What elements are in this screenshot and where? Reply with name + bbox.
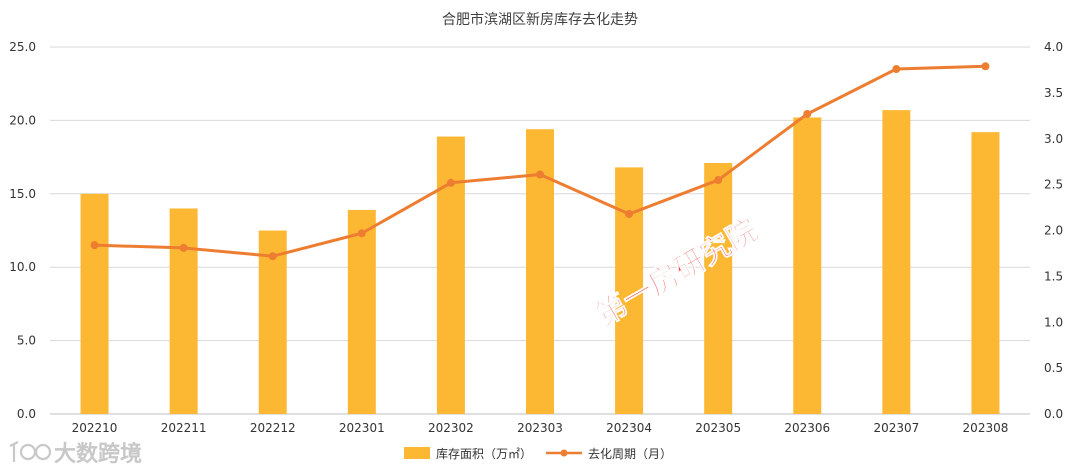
x-tick-label: 202302 <box>428 421 474 435</box>
legend-line-label: 去化周期（月） <box>588 447 672 461</box>
bar <box>347 209 376 414</box>
line-point <box>446 178 455 187</box>
bar <box>258 230 287 414</box>
x-tick-label: 202307 <box>873 421 919 435</box>
x-tick-label: 202212 <box>250 421 296 435</box>
bar <box>793 117 822 415</box>
line-point <box>981 62 990 71</box>
line-series <box>90 62 990 261</box>
line-point <box>268 252 277 261</box>
brand-logo: 大数跨境 <box>9 441 142 467</box>
bar <box>436 136 465 414</box>
line-point <box>625 209 634 218</box>
bar <box>169 208 198 414</box>
legend: 库存面积（万㎡） 去化周期（月） <box>404 446 672 461</box>
chart-title: 合肥市滨湖区新房库存去化走势 <box>442 11 638 28</box>
x-tick-label: 202305 <box>695 421 741 435</box>
line-point <box>179 243 188 252</box>
bar <box>704 162 733 414</box>
left-tick-label: 15.0 <box>9 187 36 201</box>
line-point <box>714 176 723 185</box>
legend-bar-label: 库存面积（万㎡） <box>436 446 532 461</box>
left-tick-label: 5.0 <box>17 334 36 348</box>
right-tick-label: 2.0 <box>1044 224 1063 238</box>
brand-logo-text: 大数跨境 <box>54 441 142 467</box>
line-point <box>536 170 544 179</box>
x-tick-label: 202308 <box>963 421 1009 435</box>
line-point <box>803 109 812 118</box>
right-tick-label: 2.5 <box>1044 178 1063 192</box>
left-tick-label: 20.0 <box>9 113 36 127</box>
left-tick-label: 25.0 <box>9 40 36 54</box>
right-tick-label: 0.0 <box>1044 407 1063 421</box>
x-tick-label: 202301 <box>339 421 385 435</box>
legend-line-marker <box>560 449 568 457</box>
line-point <box>357 229 366 238</box>
line-point <box>892 65 901 74</box>
bar <box>80 193 109 414</box>
x-axis: 202210 202211 202212 202301 202302 202303 2023… <box>72 421 1009 435</box>
left-tick-label: 10.0 <box>9 260 36 274</box>
right-axis: 0.0 0.5 1.0 1.5 2.0 2.5 3.0 3.5 4.0 <box>1044 40 1063 421</box>
right-tick-label: 1.5 <box>1044 269 1063 283</box>
right-tick-label: 3.5 <box>1044 86 1063 100</box>
bar <box>971 132 1000 415</box>
bar <box>882 110 911 415</box>
x-tick-label: 202210 <box>72 421 118 435</box>
x-tick-label: 202303 <box>517 421 563 435</box>
right-tick-label: 4.0 <box>1044 40 1063 54</box>
x-tick-label: 202306 <box>784 421 830 435</box>
left-axis: 0.0 5.0 10.0 15.0 20.0 25.0 <box>9 40 36 421</box>
left-tick-label: 0.0 <box>17 407 36 421</box>
bar-series <box>80 110 1000 415</box>
x-tick-label: 202211 <box>161 421 207 435</box>
legend-bar-swatch <box>404 447 430 459</box>
right-tick-label: 0.5 <box>1044 361 1063 375</box>
line-point <box>90 241 99 250</box>
right-tick-label: 1.0 <box>1044 315 1063 329</box>
right-tick-label: 3.0 <box>1044 132 1063 146</box>
logo-icon <box>9 441 52 462</box>
x-tick-label: 202304 <box>606 421 652 435</box>
